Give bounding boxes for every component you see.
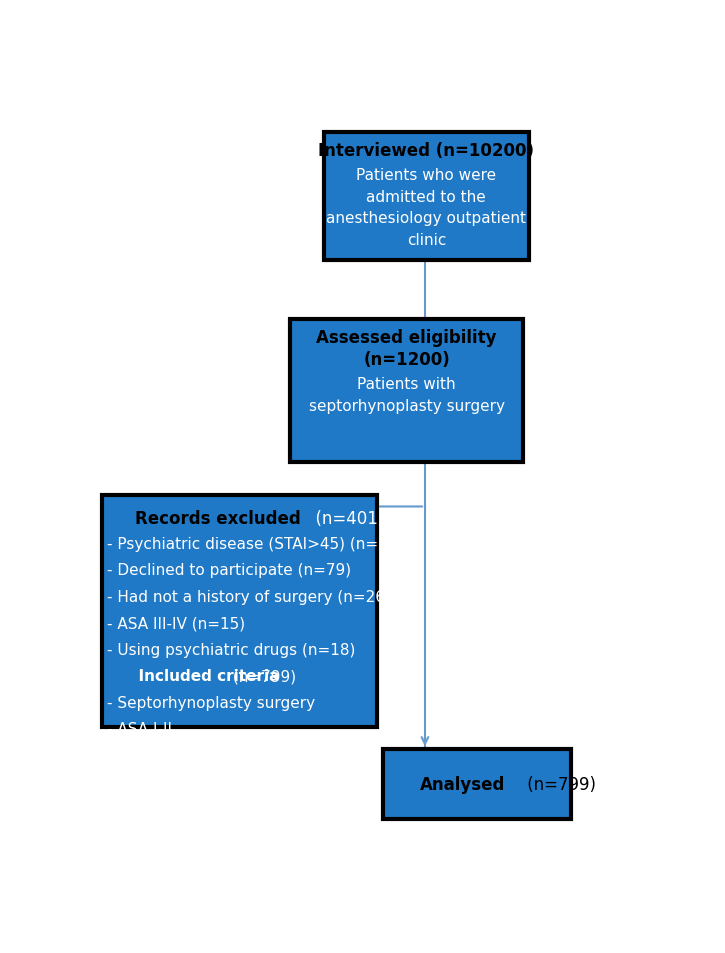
Text: - Septorhynoplasty surgery: - Septorhynoplasty surgery <box>107 695 315 710</box>
Text: - Had not a history of surgery (n=266): - Had not a history of surgery (n=266) <box>107 589 401 604</box>
Text: - Declined to participate (n=79): - Declined to participate (n=79) <box>107 562 352 578</box>
Text: - ASA III-IV (n=15): - ASA III-IV (n=15) <box>107 616 246 631</box>
FancyBboxPatch shape <box>324 132 529 261</box>
Text: Included criteria: Included criteria <box>107 668 280 683</box>
Text: Interviewed (n=10200): Interviewed (n=10200) <box>318 141 534 159</box>
FancyBboxPatch shape <box>383 749 571 819</box>
Text: Patients with
septorhynoplasty surgery: Patients with septorhynoplasty surgery <box>309 377 505 414</box>
Text: (n=799): (n=799) <box>522 775 596 793</box>
Text: - Using psychiatric drugs (n=18): - Using psychiatric drugs (n=18) <box>107 642 356 657</box>
Text: Assessed eligibility
(n=1200): Assessed eligibility (n=1200) <box>316 329 497 369</box>
Text: - ASA I-II: - ASA I-II <box>107 721 173 737</box>
Text: Patients who were
admitted to the
anesthesiology outpatient
clinic: Patients who were admitted to the anesth… <box>326 168 526 248</box>
Text: Analysed: Analysed <box>420 775 505 793</box>
Text: (n=401): (n=401) <box>305 509 385 527</box>
FancyBboxPatch shape <box>102 496 377 727</box>
Text: (n=799): (n=799) <box>228 668 297 683</box>
Text: Records excluded: Records excluded <box>136 509 301 527</box>
FancyBboxPatch shape <box>290 320 523 463</box>
Text: - Psychiatric disease (STAI>45) (n=23): - Psychiatric disease (STAI>45) (n=23) <box>107 537 404 551</box>
